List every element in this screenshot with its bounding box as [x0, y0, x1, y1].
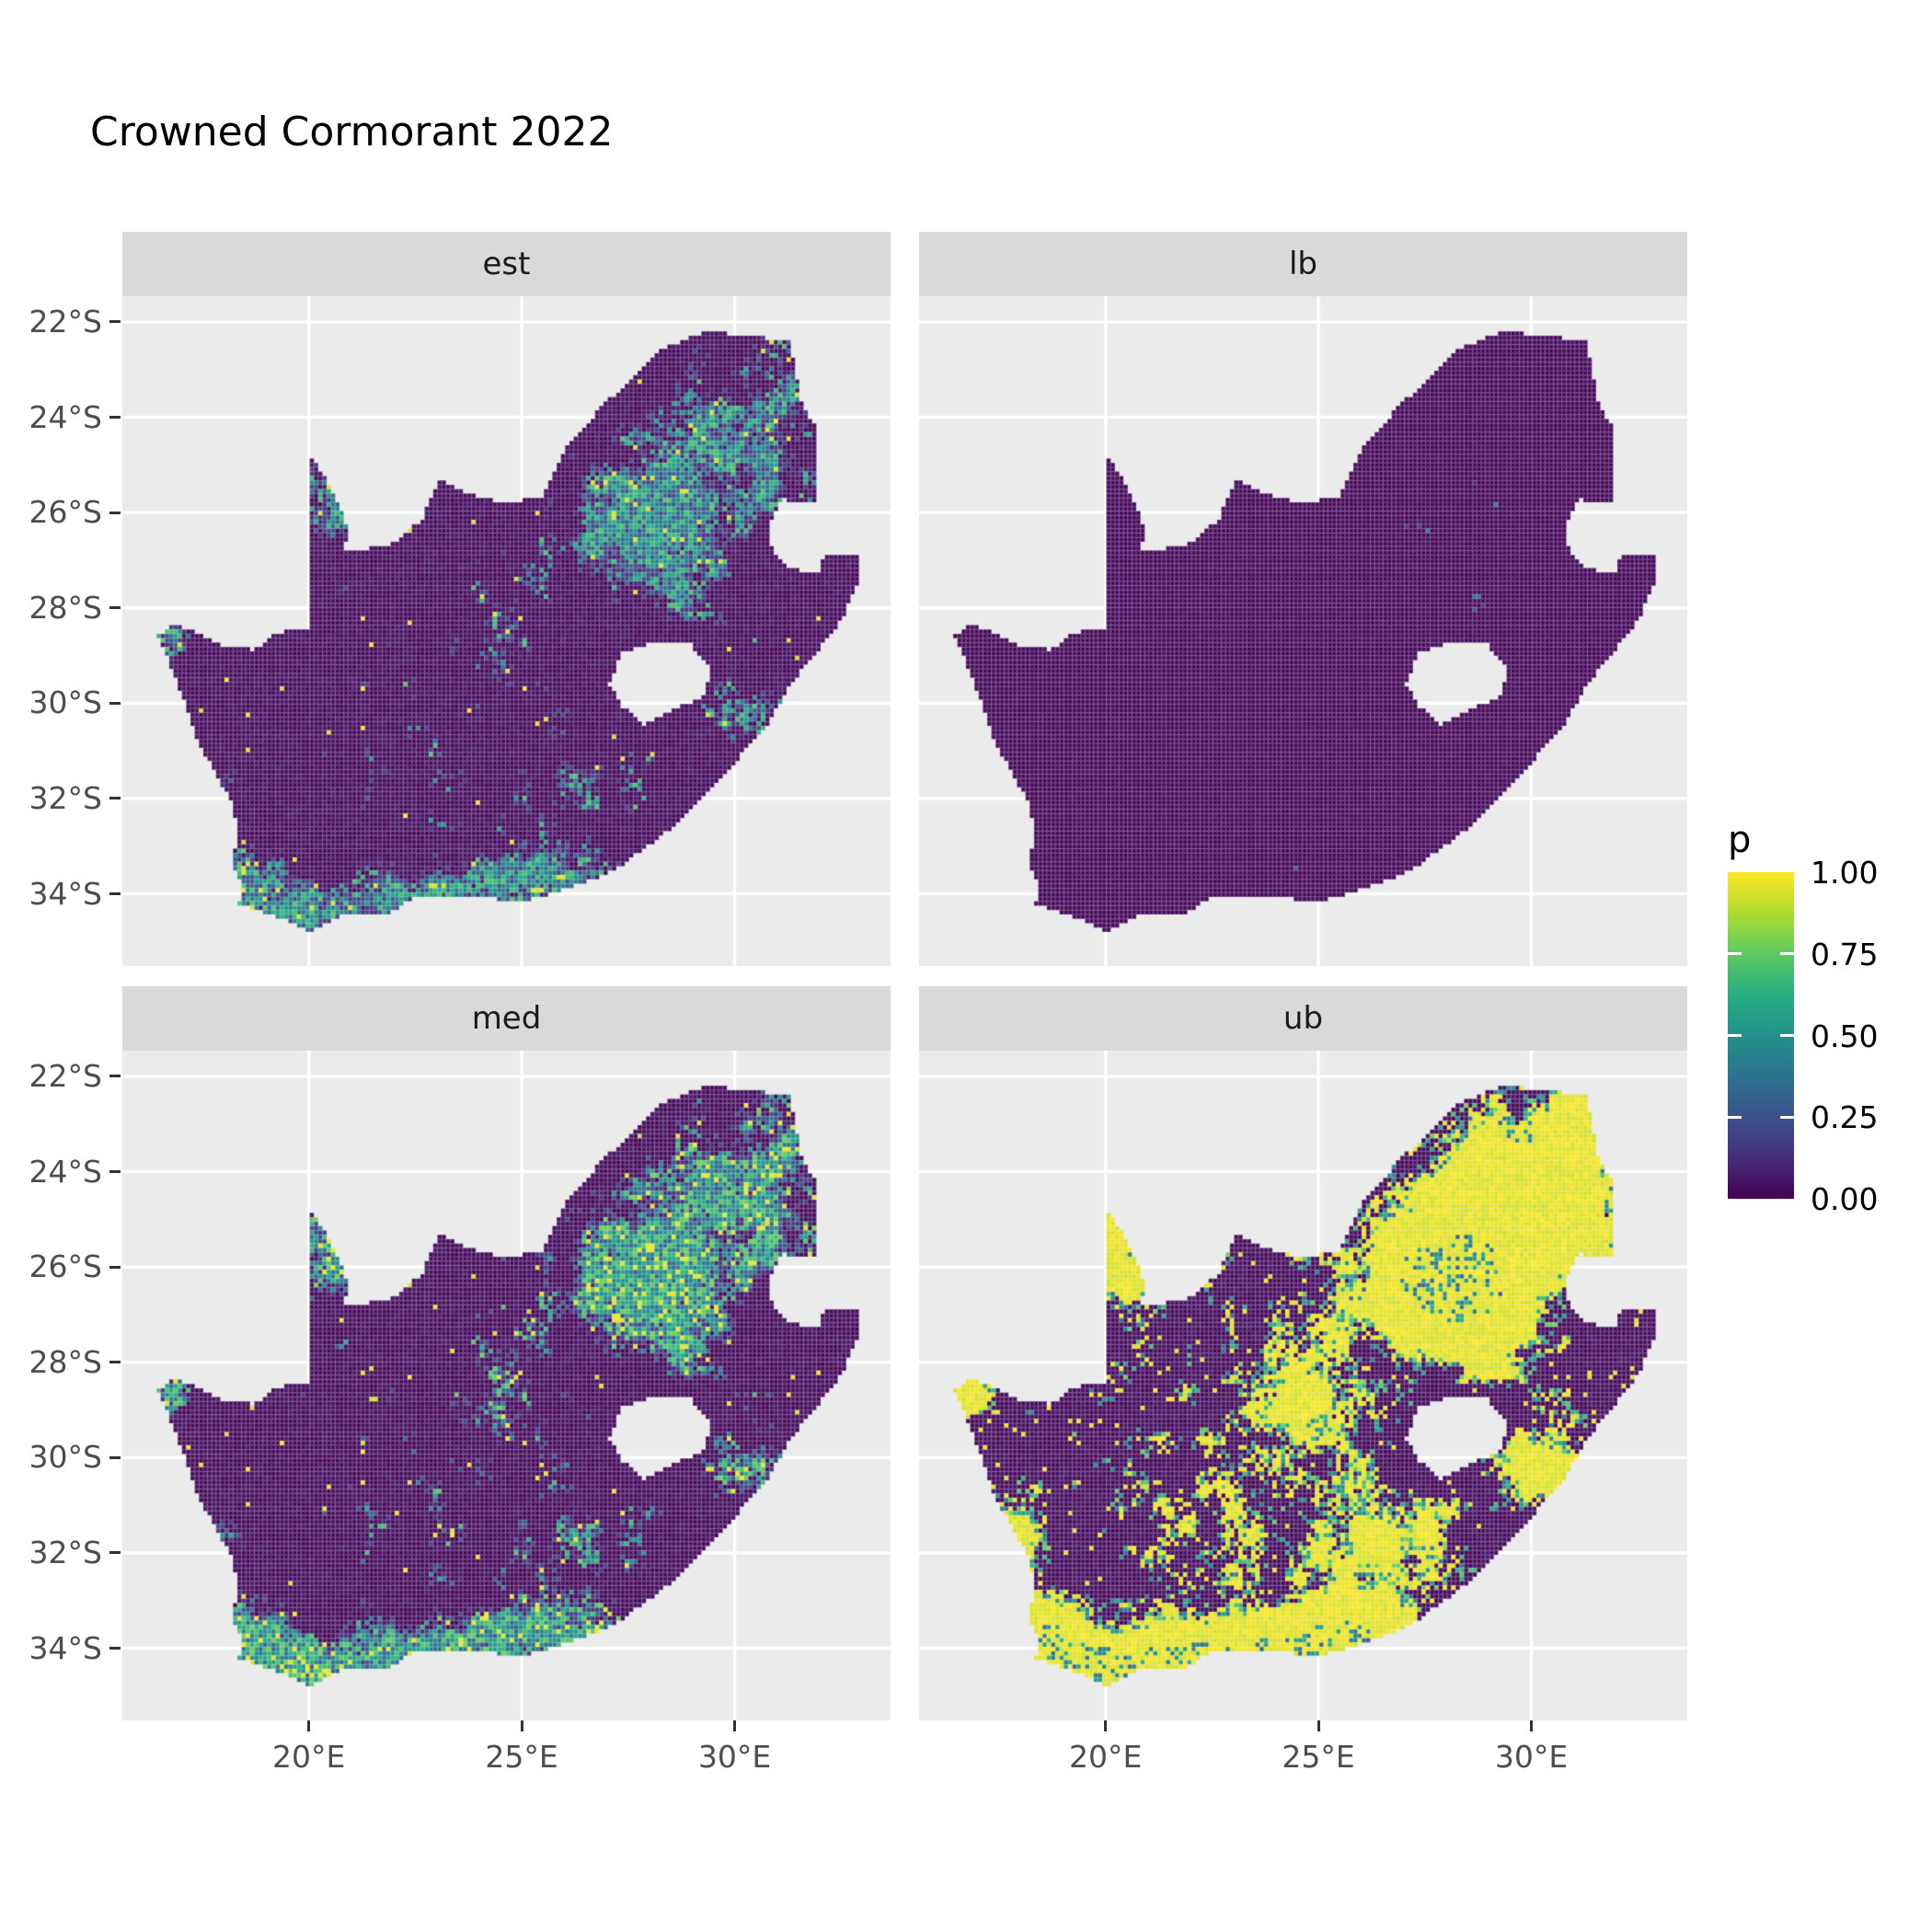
- legend-tick-label: 0.50: [1811, 1018, 1879, 1054]
- x-axis-tick-mark: [733, 1720, 736, 1731]
- x-axis-tick-label: 20°E: [272, 1739, 346, 1775]
- y-axis-tick-label: 22°S: [29, 303, 102, 339]
- facet-strip-lb: lb: [919, 232, 1687, 296]
- x-axis-tick-label: 20°E: [1069, 1739, 1143, 1775]
- facet-strip-label-med: med: [471, 1000, 542, 1037]
- legend-tick-mark: [1780, 1034, 1794, 1037]
- y-axis-tick-mark: [109, 416, 121, 420]
- y-axis-tick-label: 34°S: [29, 875, 102, 912]
- y-axis-tick-label: 34°S: [29, 1629, 102, 1666]
- x-axis-tick-label: 25°E: [485, 1739, 558, 1775]
- map-panel-ub: [919, 1051, 1687, 1720]
- legend-title: p: [1728, 819, 1752, 861]
- legend-tick-mark: [1780, 1115, 1794, 1119]
- facet-strip-ub: ub: [919, 986, 1687, 1051]
- legend-tick-mark: [1780, 952, 1794, 956]
- y-axis-tick-label: 28°S: [29, 589, 102, 626]
- y-axis-tick-mark: [109, 511, 121, 514]
- y-axis-tick-label: 24°S: [29, 1153, 102, 1190]
- y-axis-tick-mark: [109, 797, 121, 800]
- facet-strip-label-est: est: [482, 246, 531, 282]
- facet-strip-est: est: [122, 232, 891, 296]
- y-axis-tick-mark: [109, 892, 121, 896]
- legend-tick-label: 1.00: [1811, 855, 1879, 891]
- y-axis-tick-label: 30°S: [29, 684, 102, 721]
- plot-title: Crowned Cormorant 2022: [90, 109, 614, 155]
- x-axis-tick-mark: [307, 1720, 311, 1731]
- y-axis-tick-mark: [109, 1265, 121, 1269]
- y-axis-tick-mark: [109, 1170, 121, 1174]
- facet-strip-label-lb: lb: [1288, 246, 1318, 282]
- y-axis-tick-mark: [109, 1551, 121, 1555]
- x-axis-tick-label: 30°E: [1494, 1739, 1569, 1775]
- y-axis-tick-mark: [109, 606, 121, 610]
- y-axis-tick-label: 32°S: [29, 779, 102, 816]
- y-axis-tick-label: 26°S: [29, 494, 102, 531]
- map-panel-lb: [919, 296, 1687, 966]
- y-axis-tick-label: 30°S: [29, 1439, 102, 1476]
- y-axis-tick-label: 28°S: [29, 1343, 102, 1380]
- x-axis-tick-label: 30°E: [697, 1739, 772, 1775]
- y-axis-tick-mark: [109, 1647, 121, 1650]
- y-axis-tick-label: 32°S: [29, 1534, 102, 1570]
- map-panel-est: [122, 296, 891, 966]
- x-axis-tick-mark: [1317, 1720, 1320, 1731]
- y-axis-tick-label: 24°S: [29, 398, 102, 435]
- legend-tick-mark: [1728, 1115, 1742, 1119]
- x-axis-tick-mark: [1104, 1720, 1108, 1731]
- x-axis-tick-mark: [1530, 1720, 1533, 1731]
- y-axis-tick-mark: [109, 1075, 121, 1078]
- y-axis-tick-mark: [109, 1361, 121, 1364]
- legend-tick-label: 0.75: [1811, 936, 1879, 972]
- legend-tick-mark: [1728, 1034, 1742, 1037]
- map-panel-med: [122, 1051, 891, 1720]
- facet-strip-med: med: [122, 986, 891, 1051]
- y-axis-tick-mark: [109, 1455, 121, 1459]
- y-axis-tick-label: 22°S: [29, 1057, 102, 1094]
- legend-tick-mark: [1728, 952, 1742, 956]
- y-axis-tick-mark: [109, 701, 121, 705]
- y-axis-tick-label: 26°S: [29, 1248, 102, 1285]
- legend-tick-label: 0.25: [1811, 1099, 1879, 1136]
- legend-tick-label: 0.00: [1811, 1181, 1879, 1217]
- y-axis-tick-mark: [109, 320, 121, 324]
- x-axis-tick-mark: [520, 1720, 523, 1731]
- x-axis-tick-label: 25°E: [1282, 1739, 1355, 1775]
- facet-strip-label-ub: ub: [1282, 1000, 1324, 1037]
